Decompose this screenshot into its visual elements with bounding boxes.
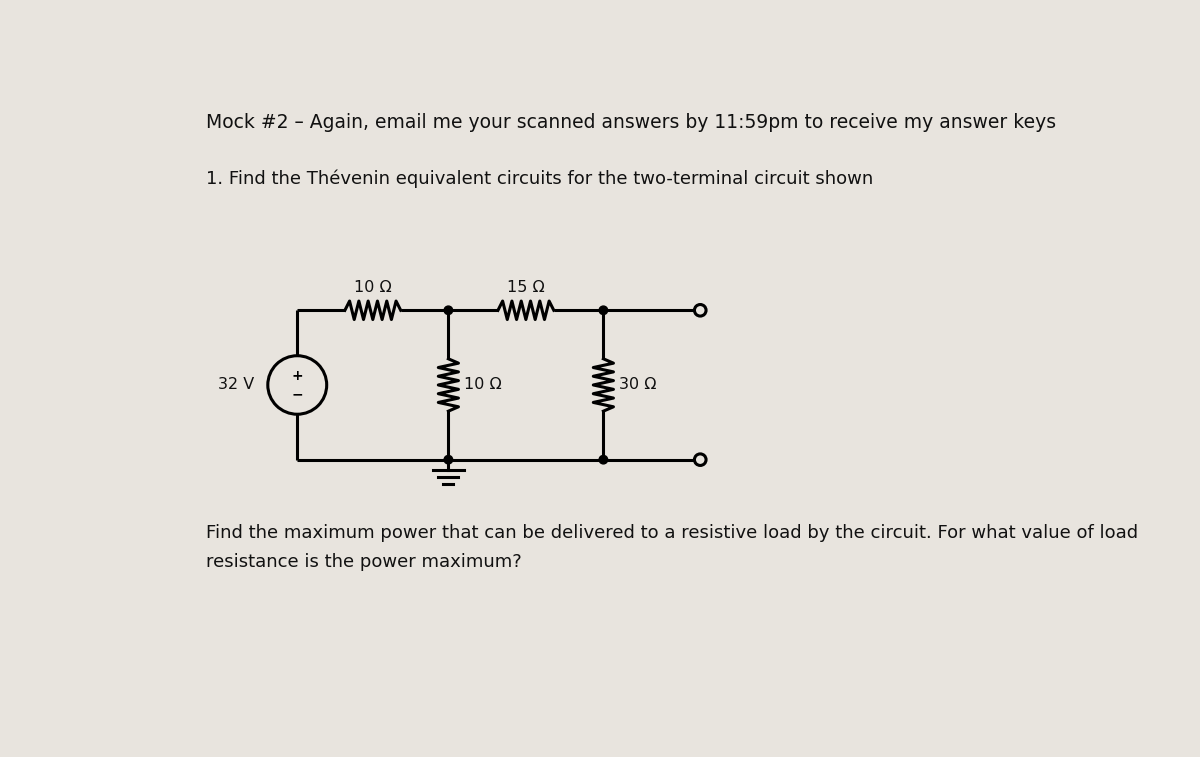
Circle shape: [444, 456, 452, 464]
Text: 30 Ω: 30 Ω: [619, 378, 656, 392]
Text: +: +: [292, 369, 304, 383]
Circle shape: [599, 456, 607, 464]
Circle shape: [599, 306, 607, 314]
Text: 10 Ω: 10 Ω: [464, 378, 502, 392]
Text: 10 Ω: 10 Ω: [354, 280, 391, 295]
Text: 32 V: 32 V: [218, 378, 254, 392]
Text: −: −: [292, 388, 304, 401]
Circle shape: [444, 306, 452, 314]
Text: 1. Find the Thévenin equivalent circuits for the two-terminal circuit shown: 1. Find the Thévenin equivalent circuits…: [206, 170, 874, 188]
Text: Find the maximum power that can be delivered to a resistive load by the circuit.: Find the maximum power that can be deliv…: [206, 524, 1138, 571]
Text: Mock #2 – Again, email me your scanned answers by 11:59pm to receive my answer k: Mock #2 – Again, email me your scanned a…: [206, 113, 1056, 132]
Text: 15 Ω: 15 Ω: [508, 280, 545, 295]
